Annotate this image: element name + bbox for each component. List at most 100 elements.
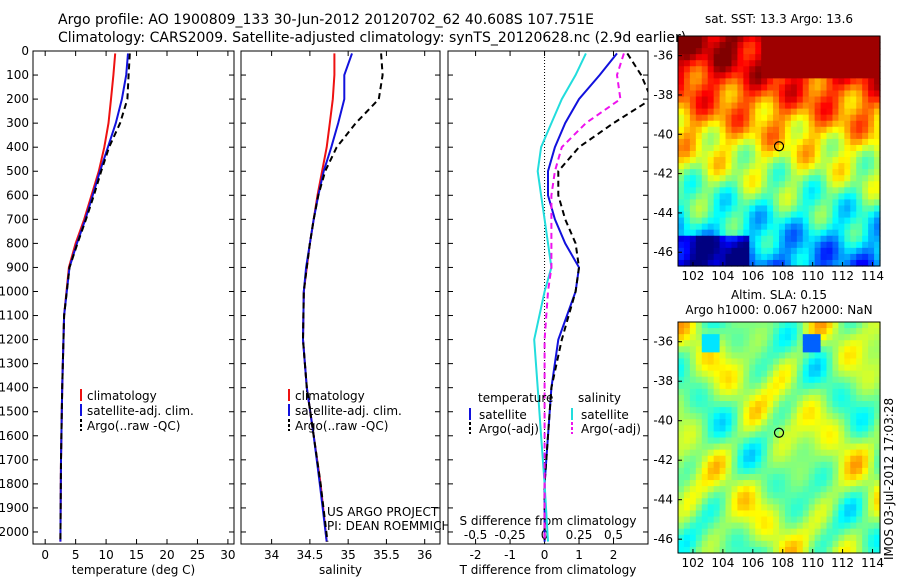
map-frame xyxy=(677,35,881,267)
series-group xyxy=(301,53,384,542)
x-tick-label: 1 xyxy=(575,548,583,562)
legend-label: Argo(..raw -QC) xyxy=(295,419,388,433)
y-tick-label: 1900 xyxy=(0,501,29,515)
y-tick-label: 500 xyxy=(6,164,29,178)
map-y-tick-label: -42 xyxy=(653,167,673,181)
map-y-tick-label: -38 xyxy=(653,88,673,102)
timestamp-stamp: IMOS 03-Jul-2012 17:03:28 xyxy=(882,398,896,560)
series-line-black xyxy=(59,53,131,542)
map-y-tick-label: -40 xyxy=(653,414,673,428)
map-field xyxy=(678,322,881,554)
series-line-black xyxy=(301,53,384,542)
y-tick-label: 1300 xyxy=(0,357,29,371)
x-tick-label: 10 xyxy=(98,548,113,562)
s-tick-label: -0.25 xyxy=(495,528,526,542)
legend-label: satellite xyxy=(479,408,527,422)
title-line-2: Climatology: CARS2009. Satellite-adjuste… xyxy=(58,30,687,46)
x-tick-label: 35 xyxy=(341,548,356,562)
y-tick-label: 1600 xyxy=(0,429,29,443)
legend-title-salinity: salinity xyxy=(578,391,621,405)
project-annotation: US ARGO PROJECT xyxy=(327,505,439,519)
legend-label: satellite-adj. clim. xyxy=(295,404,402,418)
panel-salinity: 34 34.5 35 35.5 36 salinity climatologysatelli… xyxy=(240,50,450,577)
map-x-tick-label: 106 xyxy=(741,269,764,283)
map-x-tick-label: 102 xyxy=(682,269,705,283)
legend-label: Argo(-adj) xyxy=(479,422,539,436)
series-group xyxy=(533,52,648,542)
legend-label: climatology xyxy=(295,389,365,403)
map-y-tick-label: -44 xyxy=(653,206,673,220)
legend-label: Argo(-adj) xyxy=(581,422,641,436)
x-axis-label: T difference from climatology xyxy=(459,563,637,577)
x-axis-label: salinity xyxy=(319,563,362,577)
legend-label: Argo(..raw -QC) xyxy=(87,419,180,433)
map-x-tick-label: 114 xyxy=(861,556,884,570)
y-tick-label: 300 xyxy=(6,116,29,130)
map-frame xyxy=(677,321,881,554)
map-y-tick-label: -36 xyxy=(653,335,673,349)
map-x-tick-label: 112 xyxy=(831,556,854,570)
map-x-tick-label: 106 xyxy=(741,556,764,570)
x-tick-label: -1 xyxy=(504,548,516,562)
legend-label: satellite xyxy=(581,408,629,422)
map-sla_map: 102 104 106 108 110 112 114 -36 -38 -40 -42 -44 -46 A… xyxy=(653,288,884,570)
y-tick-label: 100 xyxy=(6,68,29,82)
map-x-tick-label: 104 xyxy=(711,556,734,570)
x-tick-label: 30 xyxy=(220,548,235,562)
x-tick-label: 34 xyxy=(264,548,279,562)
map-y-tick-label: -46 xyxy=(653,245,673,259)
map-subtitle: Argo h1000: 0.067 h2000: NaN xyxy=(685,303,872,317)
legend-title-temperature: temperature xyxy=(478,391,553,405)
panel-temperature: 0 5 10 15 20 25 300100200300400500600700800900… xyxy=(0,44,236,577)
map-x-tick-label: 104 xyxy=(711,269,734,283)
y-tick-label: 900 xyxy=(6,260,29,274)
series-line-cyan xyxy=(533,52,587,542)
series-group xyxy=(59,53,131,542)
project-annotation: PI: DEAN ROEMMICH xyxy=(327,519,450,533)
x-axis-label: temperature (deg C) xyxy=(72,563,195,577)
y-tick-label: 400 xyxy=(6,140,29,154)
map-y-tick-label: -38 xyxy=(653,374,673,388)
x-tick-label: 2 xyxy=(610,548,618,562)
y-tick-label: 1100 xyxy=(0,309,29,323)
legend-label: climatology xyxy=(87,389,157,403)
y-tick-label: 1500 xyxy=(0,405,29,419)
x-tick-label: 0 xyxy=(541,548,549,562)
map-x-tick-label: 112 xyxy=(831,269,854,283)
map-x-tick-label: 114 xyxy=(861,269,884,283)
argo-position-marker xyxy=(773,141,785,152)
series-line-black xyxy=(543,52,648,542)
x-tick-label: 20 xyxy=(159,548,174,562)
x-tick-label: 35.5 xyxy=(373,548,400,562)
axes-frame xyxy=(32,50,235,545)
y-tick-label: 700 xyxy=(6,212,29,226)
s-tick-label: 0.5 xyxy=(604,528,623,542)
title-line-1: Argo profile: AO 1900809_133 30-Jun-2012… xyxy=(58,12,594,28)
map-field xyxy=(678,36,881,267)
y-tick-label: 1200 xyxy=(0,333,29,347)
map-y-tick-label: -40 xyxy=(653,127,673,141)
x-tick-label: 25 xyxy=(190,548,205,562)
y-tick-label: 1700 xyxy=(0,453,29,467)
map-x-tick-label: 102 xyxy=(682,556,705,570)
y-tick-label: 1000 xyxy=(0,284,29,298)
x-tick-label: 0 xyxy=(41,548,49,562)
series-line-blue xyxy=(543,52,618,542)
s-tick-label: -0.5 xyxy=(464,528,487,542)
map-x-tick-label: 108 xyxy=(771,556,794,570)
y-tick-label: 600 xyxy=(6,188,29,202)
map-sst_map: 102 104 106 108 110 112 114 -36 -38 -40 -42 -44 -46 s… xyxy=(653,12,884,283)
x-tick-label: 5 xyxy=(72,548,80,562)
y-tick-label: 1800 xyxy=(0,477,29,491)
map-x-tick-label: 110 xyxy=(801,556,824,570)
x-tick-label: 34.5 xyxy=(297,548,324,562)
map-title: sat. SST: 13.3 Argo: 13.6 xyxy=(705,12,853,26)
x-tick-label: 36 xyxy=(417,548,432,562)
y-tick-label: 0 xyxy=(21,44,29,58)
map-title: Altim. SLA: 0.15 xyxy=(731,288,827,302)
map-x-tick-label: 110 xyxy=(801,269,824,283)
panel-difference: -2 -1 0 1 2T difference from climatology S di… xyxy=(447,50,649,577)
y-tick-label: 1400 xyxy=(0,381,29,395)
argo-position-marker xyxy=(773,427,785,438)
